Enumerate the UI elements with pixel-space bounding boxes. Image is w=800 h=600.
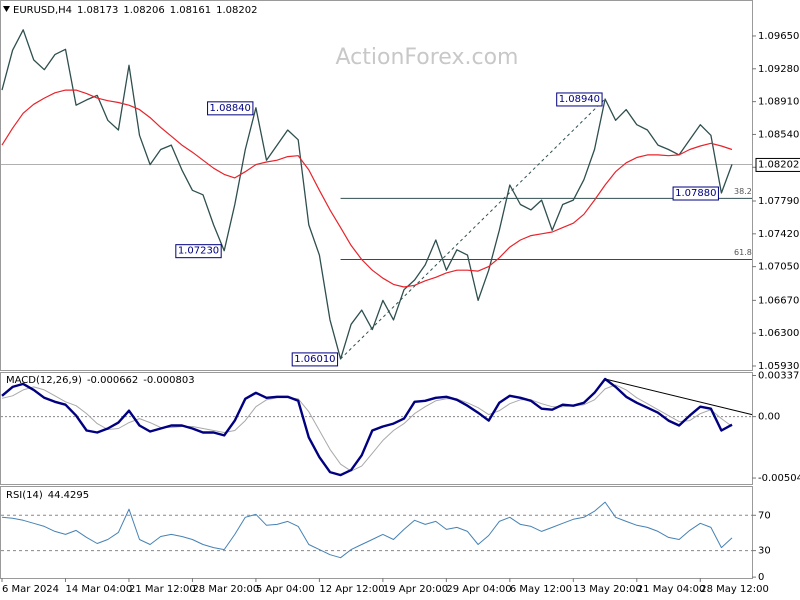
- y-tick-label: 70: [758, 510, 771, 521]
- fib-label: 61.8: [734, 248, 752, 257]
- price-header: 1.08161: [170, 5, 211, 16]
- y-tick-label: 0: [758, 572, 764, 583]
- price-header: 1.08202: [216, 5, 257, 16]
- x-tick-label: 28 May 12:00: [700, 584, 769, 595]
- macd-trend-line: [604, 378, 753, 416]
- label-box: [755, 157, 800, 172]
- y-tick-label: 0.003375: [758, 370, 800, 381]
- y-tick-label: 1.06300: [758, 328, 799, 339]
- price-panel: [0, 0, 753, 371]
- label-box: [207, 101, 254, 116]
- menu-arrow: [3, 6, 10, 12]
- current-price-label: 1.08202: [758, 159, 799, 170]
- label-box: [175, 244, 222, 259]
- signal-line: [1, 384, 733, 472]
- macd-header: MACD(12,26,9): [6, 375, 82, 386]
- y-tick-label: 1.09650: [758, 31, 799, 42]
- rsi-header: 44.4295: [48, 490, 89, 501]
- macd-line: [1, 377, 733, 477]
- price-header: EURUSD,H4: [13, 5, 72, 16]
- x-tick-label: 29 Apr 04:00: [446, 584, 511, 595]
- label-box: [556, 92, 603, 107]
- x-tick-label: 19 Apr 20:00: [383, 584, 448, 595]
- label-box: [672, 186, 719, 201]
- price-annotation: 1.08940: [559, 94, 600, 105]
- y-tick-label: 1.09280: [758, 64, 799, 75]
- y-tick-label: 1.07790: [758, 196, 799, 207]
- y-tick-label: 1.05930: [758, 361, 799, 372]
- macd-panel: [0, 372, 753, 485]
- x-tick-label: 5 Apr 04:00: [256, 584, 315, 595]
- y-tick-label: 1.08910: [758, 97, 799, 108]
- x-tick-label: 13 May 20:00: [573, 584, 642, 595]
- fib-label: 38.2: [734, 187, 752, 196]
- y-tick-label: 1.06670: [758, 295, 799, 306]
- price-annotation: 1.08840: [210, 103, 251, 114]
- x-tick-label: 21 May 04:00: [637, 584, 706, 595]
- moving-average-line: [1, 89, 733, 288]
- price-annotation: 1.06010: [294, 354, 335, 365]
- y-tick-label: 0.00: [758, 412, 780, 423]
- trend-line: [340, 98, 606, 360]
- label-box: [291, 352, 339, 367]
- x-tick-label: 6 May 12:00: [510, 584, 572, 595]
- price-annotation: 1.07230: [178, 246, 219, 257]
- y-tick-label: 1.07050: [758, 262, 799, 273]
- y-tick-label: 1.07420: [758, 229, 799, 240]
- price-header: 1.08173: [77, 5, 118, 16]
- rsi-panel: [0, 486, 753, 579]
- x-tick-label: 21 Mar 12:00: [129, 584, 196, 595]
- y-tick-label: -0.00504: [758, 473, 800, 484]
- watermark: ActionForex.com: [336, 45, 519, 70]
- rsi-header: RSI(14): [6, 490, 43, 501]
- y-tick-label: 1.08540: [758, 129, 799, 140]
- price-line: [1, 29, 733, 360]
- x-tick-label: 12 Apr 12:00: [319, 584, 384, 595]
- x-tick-label: 6 Mar 2024: [2, 584, 59, 595]
- price-header: 1.08206: [123, 5, 164, 16]
- x-tick-label: 28 Mar 20:00: [192, 584, 259, 595]
- price-annotation: 1.07880: [675, 188, 716, 199]
- y-tick-label: 30: [758, 546, 771, 557]
- macd-header: -0.000803: [143, 375, 194, 386]
- rsi-line: [1, 501, 733, 559]
- x-tick-label: 14 Mar 04:00: [65, 584, 132, 595]
- macd-header: -0.000662: [87, 375, 138, 386]
